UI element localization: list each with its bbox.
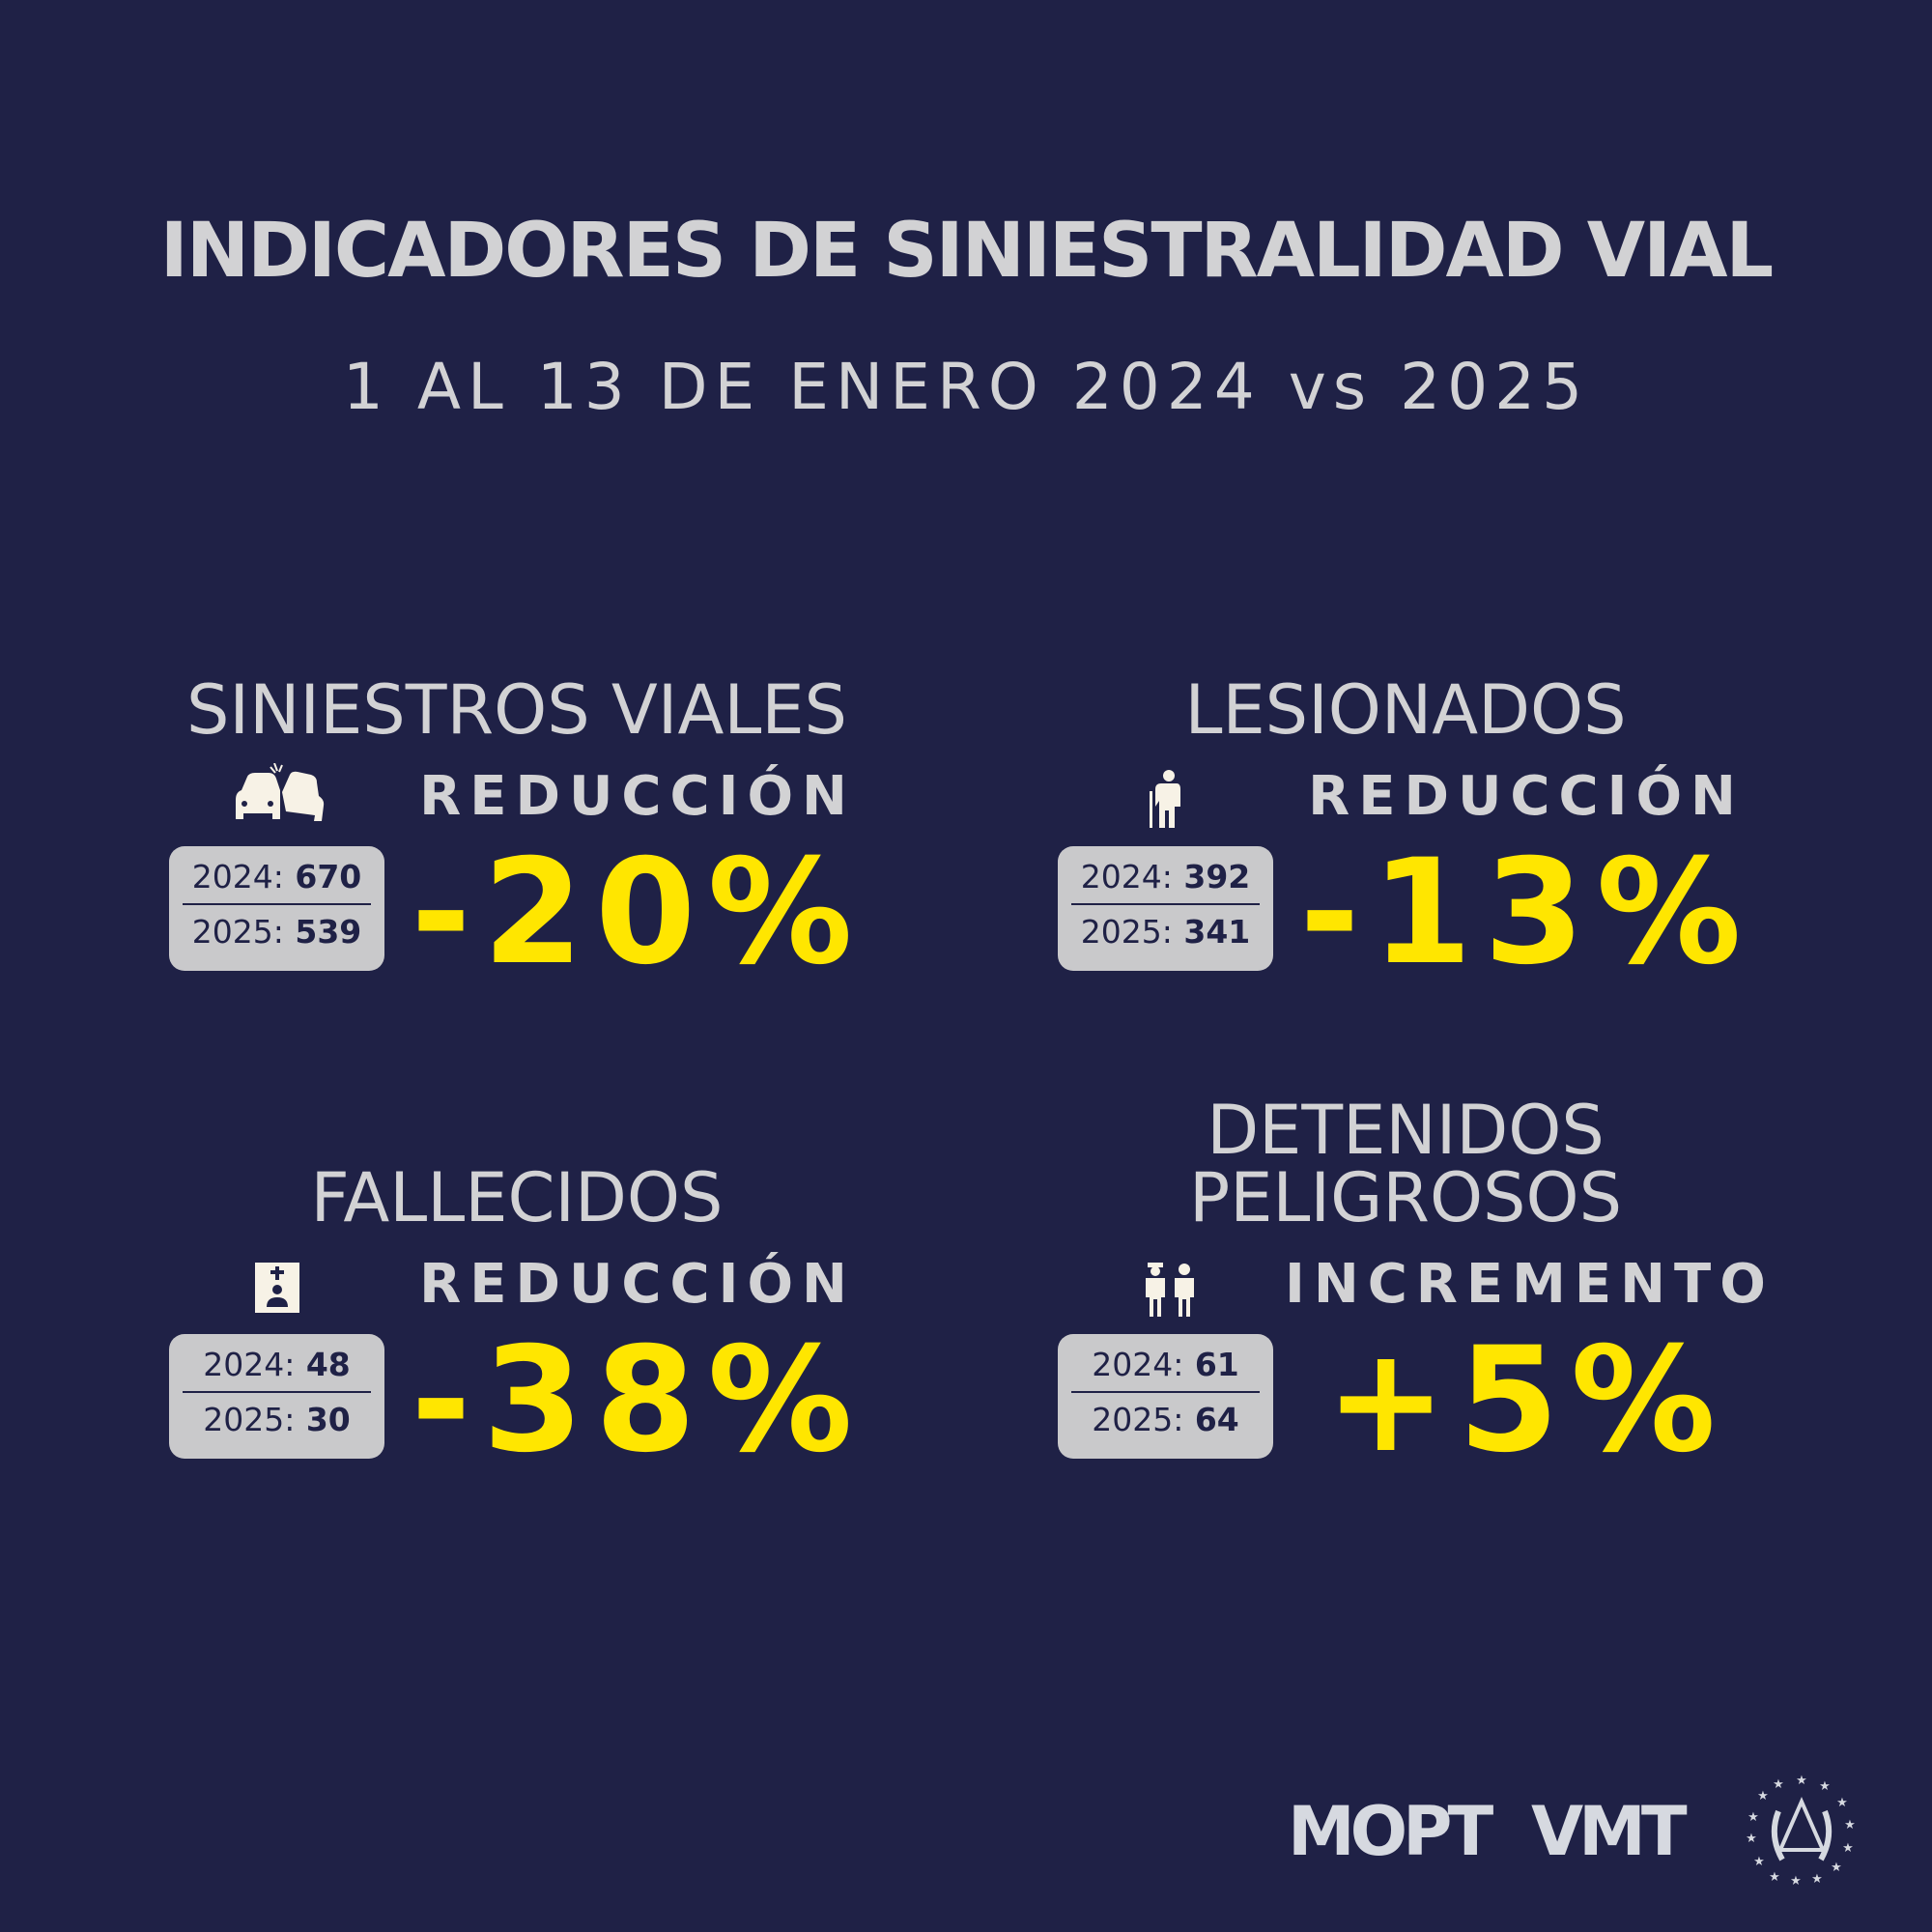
- year-label: 2025:: [1092, 1401, 1184, 1438]
- memorial-icon: [255, 1263, 299, 1313]
- year-label: 2025:: [1080, 913, 1173, 951]
- comparison-box: 2024: 392 2025: 341: [1058, 846, 1273, 971]
- comparison-box: 2024: 48 2025: 30: [169, 1334, 384, 1459]
- value-2024: 392: [1183, 858, 1251, 895]
- svg-text:★: ★: [1790, 1874, 1802, 1889]
- svg-text:★: ★: [1844, 1818, 1856, 1833]
- year-label: 2024:: [1080, 858, 1173, 895]
- injured-person-icon: [1150, 770, 1180, 828]
- police-detainee-icon: [1146, 1263, 1194, 1317]
- divider: [1071, 1391, 1260, 1393]
- svg-text:★: ★: [1831, 1861, 1842, 1875]
- value-2025: 539: [295, 913, 362, 951]
- indicator-title-line1: DETENIDOS: [1207, 1091, 1605, 1170]
- trend-label: REDUCCIÓN: [1308, 765, 1745, 828]
- svg-text:★: ★: [1769, 1870, 1780, 1885]
- year-label: 2024:: [191, 858, 284, 895]
- divider: [183, 1391, 371, 1393]
- page-subtitle: 1 AL 13 DE ENERO 2024 vs 2025: [342, 350, 1590, 424]
- change-percent: -20%: [411, 829, 865, 997]
- year-label: 2025:: [203, 1401, 296, 1438]
- car-crash-icon: [236, 763, 325, 821]
- value-2024: 48: [305, 1346, 351, 1383]
- trend-label: REDUCCIÓN: [419, 765, 856, 828]
- indicator-title-line2: PELIGROSOS: [1188, 1158, 1623, 1237]
- indicator-title: LESIONADOS: [1184, 670, 1627, 750]
- svg-text:★: ★: [1757, 1789, 1769, 1804]
- comparison-box: 2024: 61 2025: 64: [1058, 1334, 1273, 1459]
- change-percent: -38%: [411, 1317, 865, 1485]
- value-2025: 64: [1194, 1401, 1239, 1438]
- value-2024: 670: [295, 858, 362, 895]
- mopt-logo: MOPT: [1288, 1792, 1493, 1871]
- coat-of-arms-seal: ★ ★★★★★★★★★★★★★: [1746, 1774, 1856, 1889]
- svg-text:★: ★: [1746, 1832, 1757, 1846]
- value-2025: 341: [1183, 913, 1251, 951]
- divider: [183, 903, 371, 905]
- comparison-box: 2024: 670 2025: 539: [169, 846, 384, 971]
- svg-text:★: ★: [1753, 1855, 1765, 1869]
- divider: [1071, 903, 1260, 905]
- svg-text:★: ★: [1842, 1841, 1854, 1856]
- year-label: 2025:: [191, 913, 284, 951]
- value-2024: 61: [1194, 1346, 1239, 1383]
- change-percent: -13%: [1299, 829, 1753, 997]
- svg-text:★: ★: [1773, 1777, 1784, 1792]
- year-label: 2024:: [203, 1346, 296, 1383]
- svg-text:★: ★: [1747, 1810, 1759, 1825]
- svg-text:★: ★: [1811, 1872, 1823, 1887]
- indicator-title: SINIESTROS VIALES: [185, 670, 847, 750]
- page-title: INDICADORES DE SINIESTRALIDAD VIAL: [159, 208, 1774, 295]
- change-percent: +5%: [1324, 1317, 1728, 1485]
- svg-text:★: ★: [1819, 1779, 1831, 1794]
- vmt-logo: VMT: [1531, 1792, 1688, 1871]
- value-2025: 30: [305, 1401, 351, 1438]
- trend-label: INCREMENTO: [1285, 1253, 1775, 1316]
- trend-label: REDUCCIÓN: [419, 1253, 856, 1316]
- indicator-title: FALLECIDOS: [310, 1158, 724, 1237]
- year-label: 2024:: [1092, 1346, 1184, 1383]
- svg-text:★: ★: [1836, 1796, 1848, 1810]
- svg-text:★: ★: [1796, 1774, 1807, 1788]
